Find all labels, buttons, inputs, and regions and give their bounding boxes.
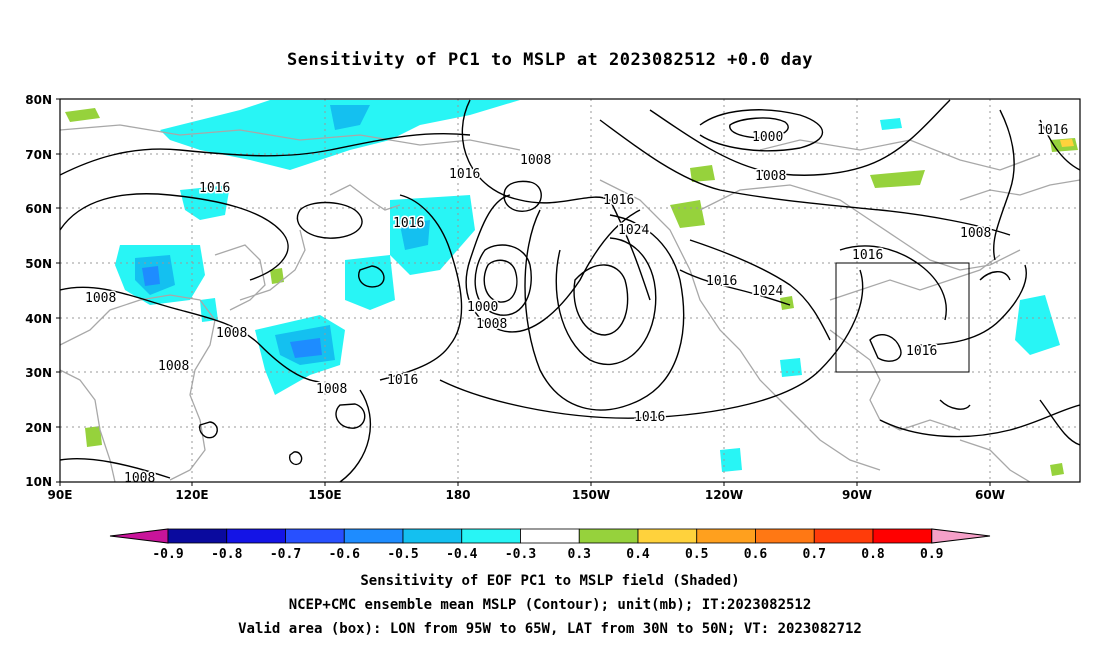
colorbar-label: -0.9 [152,547,183,562]
colorbar-swatch [167,528,228,544]
shading-positive [65,108,1078,476]
colorbar-label: 0.3 [568,547,591,562]
footer-line-2: NCEP+CMC ensemble mean MSLP (Contour); u… [288,597,812,613]
lon-tick-label: 150E [308,488,341,502]
contour-label: 1016 [634,410,665,425]
contour-label: 1016 [603,193,634,208]
lat-tick-label: 10N [25,475,52,489]
colorbar-swatch [226,528,286,544]
contour-label: 1016 [387,373,418,388]
colorbar-label: 0.9 [920,547,943,562]
shading-negative [115,100,1060,472]
lat-tick-label: 70N [25,148,52,162]
lat-tick-label: 50N [25,257,52,271]
mslp-contours [60,99,1080,482]
lat-tick-label: 60N [25,202,52,216]
lon-tick-label: 120E [175,488,208,502]
tick-marks [56,98,991,486]
lon-tick-label: 150W [572,488,610,502]
contour-label: 1008 [755,169,786,184]
lon-tick-label: 120W [705,488,743,502]
lat-tick-label: 40N [25,312,52,326]
colorbar-label: -0.8 [211,547,242,562]
lat-tick-label: 20N [25,421,52,435]
colorbar-label: 0.5 [685,547,708,562]
colorbar-label: 0.6 [744,547,768,562]
plot-area [60,99,1080,482]
lon-tick-label: 90E [48,488,73,502]
colorbar-swatch [696,528,756,544]
colorbar-label: -0.4 [446,547,477,562]
lon-axis: 90E 120E 150E 180 150W 120W 90W 60W [48,488,1005,502]
footer-line-1: Sensitivity of EOF PC1 to MSLP field (Sh… [360,573,740,589]
contour-label: 1016 [393,216,424,231]
contour-label: 1016 [449,167,480,182]
colorbar-swatch [520,528,580,544]
contour-label: 1016 [199,181,230,196]
contour-label: 1000 [752,130,783,145]
lat-axis: 80N 70N 60N 50N 40N 30N 20N 10N [25,93,52,489]
coastlines [60,124,1080,482]
contour-label: 1024 [618,223,649,238]
lon-tick-label: 90W [842,488,872,502]
contour-label: 1024 [752,284,783,299]
valid-area-box [835,262,970,373]
contour-label: 1008 [316,382,347,397]
lon-tick-label: 180 [445,488,470,502]
colorbar-swatch [872,528,933,544]
colorbar-label: -0.5 [387,547,418,562]
colorbar-swatch [755,528,815,544]
contour-label: 1000 [467,300,498,315]
colorbar-label: 0.4 [626,547,650,562]
footer-line-3: Valid area (box): LON from 95W to 65W, L… [238,621,862,637]
colorbar-swatch [578,528,639,544]
contour-label: 1008 [520,153,551,168]
contour-label: 1016 [852,248,883,263]
contour-label: 1008 [216,326,247,341]
colorbar: -0.9 -0.8 -0.7 -0.6 -0.5 -0.4 -0.3 0.3 0.4 0.5 0.6… [109,528,991,562]
colorbar-label: 0.8 [861,547,885,562]
contour-label: 1016 [1037,123,1068,138]
colorbar-label: -0.3 [505,547,536,562]
contour-label: 1008 [85,291,116,306]
plot-frame [59,98,1081,483]
contour-label: 1008 [960,226,991,241]
colorbar-swatch [461,528,521,544]
colorbar-right-arrow [931,528,991,544]
colorbar-swatch [637,528,698,544]
contour-label: 1016 [706,274,737,289]
colorbar-label: -0.6 [329,547,360,562]
colorbar-label: 0.7 [803,547,826,562]
colorbar-swatch [402,528,463,544]
contour-label: 1008 [124,471,155,486]
lon-tick-label: 60W [975,488,1005,502]
lat-tick-label: 80N [25,93,52,107]
colorbar-swatch [813,528,874,544]
map-title: Sensitivity of PC1 to MSLP at 2023082512… [286,50,813,70]
colorbar-label: -0.7 [270,547,301,562]
contour-label: 1008 [476,317,507,332]
contour-label: 1016 [906,344,937,359]
colorbar-swatch [343,528,404,544]
contour-label: 1008 [158,359,189,374]
colorbar-left-arrow [109,528,169,544]
lat-tick-label: 30N [25,366,52,380]
colorbar-swatch [285,528,345,544]
